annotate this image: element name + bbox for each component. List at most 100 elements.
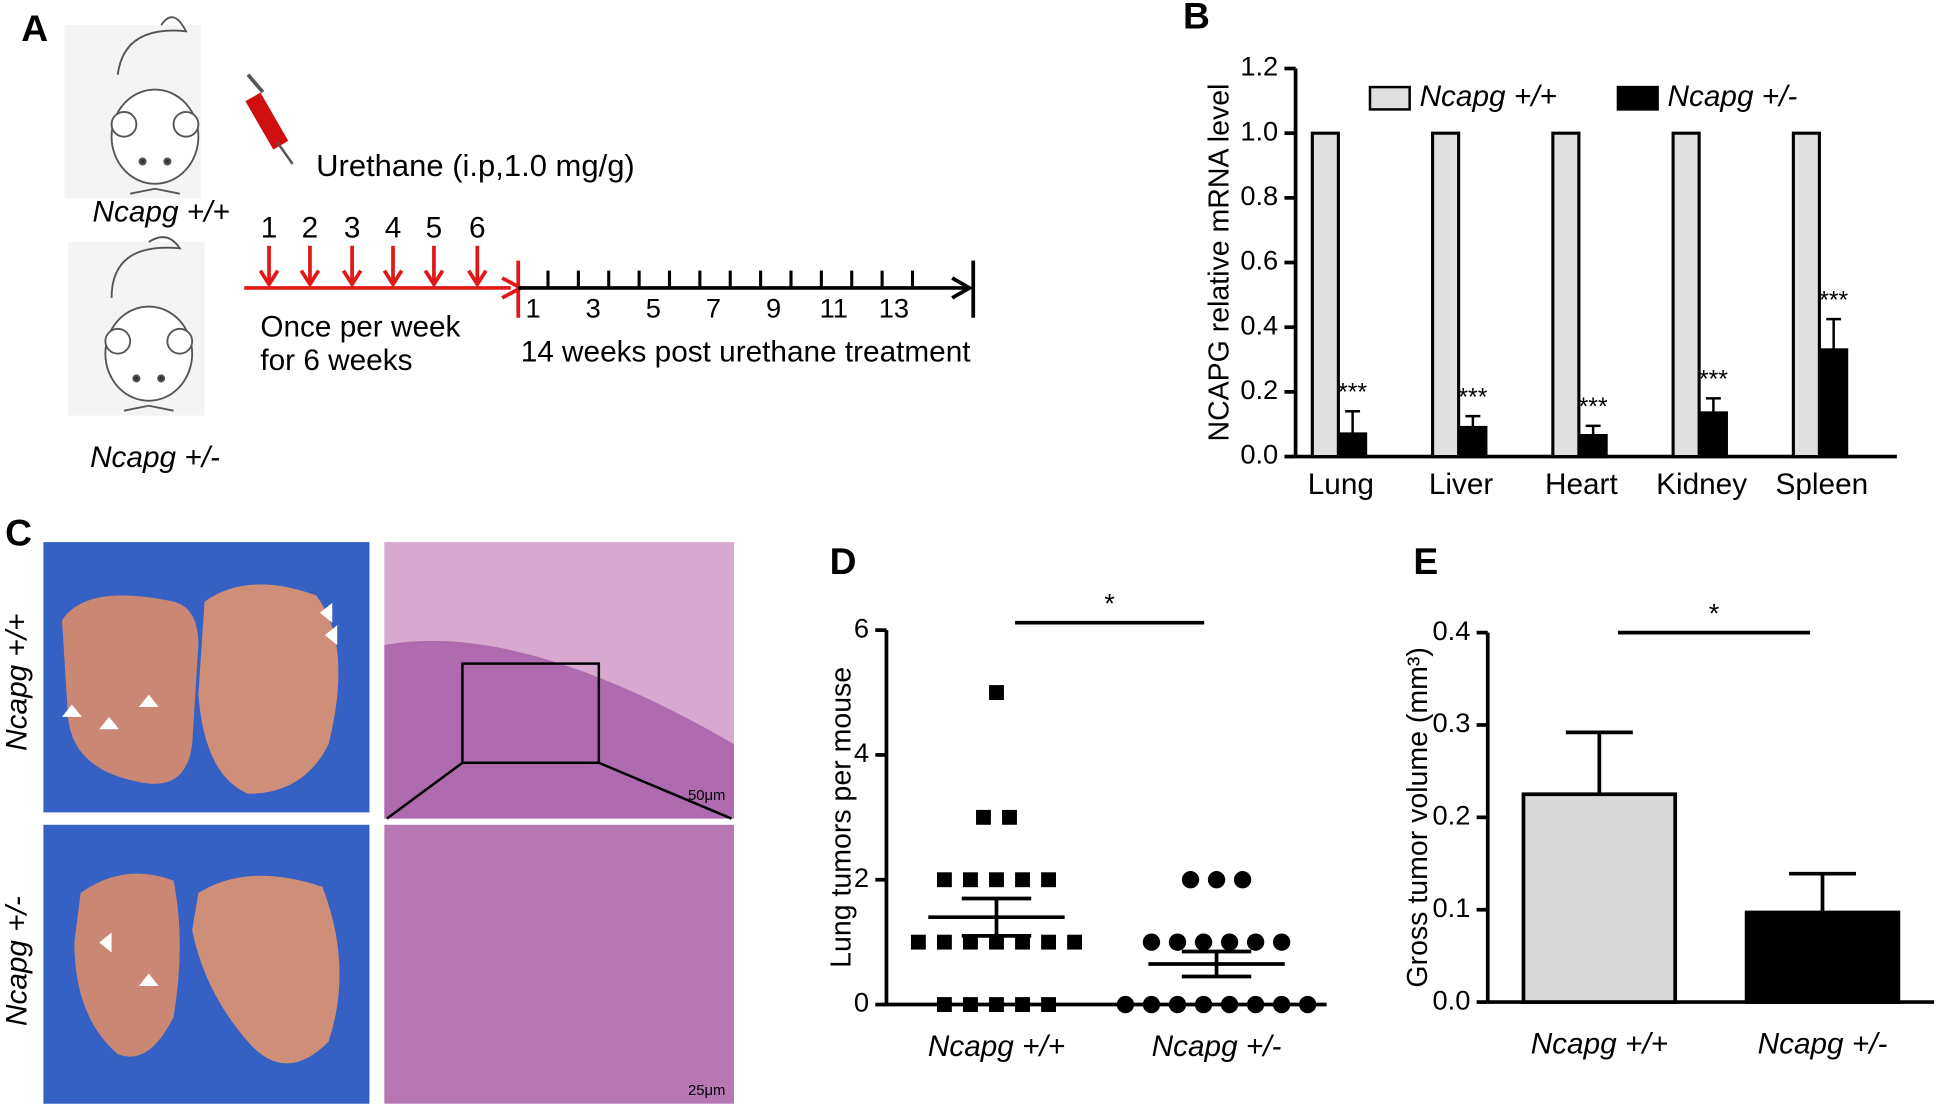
x-tick-label: Ncapg +/+ — [928, 1030, 1065, 1063]
lung-lobe — [192, 875, 340, 1064]
data-point — [936, 934, 952, 950]
bar — [1551, 131, 1581, 459]
data-point — [1272, 933, 1291, 951]
data-point — [1142, 995, 1161, 1014]
bar — [1521, 792, 1678, 1004]
data-point — [936, 997, 952, 1012]
data-point — [989, 997, 1004, 1012]
data-point — [1015, 997, 1030, 1012]
data-point — [1041, 872, 1056, 888]
significance-label: *** — [1338, 379, 1367, 406]
injection-number: 5 — [426, 212, 443, 245]
data-point — [1168, 995, 1187, 1014]
bar — [1338, 432, 1368, 459]
x-tick-label: Spleen — [1776, 468, 1869, 501]
x-tick-label: Kidney — [1656, 468, 1747, 501]
schedule-label: for 6 weeks — [260, 344, 412, 377]
bar — [1744, 910, 1901, 1004]
x-tick-label: Lung — [1308, 468, 1374, 501]
panel-label: D — [830, 540, 857, 582]
panel-label: E — [1413, 540, 1438, 582]
bar — [1310, 131, 1340, 459]
data-point — [1194, 995, 1213, 1014]
injection-number: 3 — [344, 212, 361, 245]
zoom-box — [461, 662, 601, 765]
x-tick-label: Liver — [1429, 468, 1494, 501]
y-axis-label: Gross tumor volume (mm³) — [1402, 647, 1434, 987]
data-point — [1220, 995, 1239, 1014]
injection-number: 1 — [261, 212, 278, 245]
data-point — [1298, 995, 1317, 1014]
injection-number: 6 — [469, 212, 486, 245]
timeline-caption: 14 weeks post urethane treatment — [521, 336, 972, 369]
treatment-label: Urethane (i.p,1.0 mg/g) — [316, 148, 635, 183]
y-tick-label: 0.4 — [1432, 615, 1470, 646]
injection-arrowhead — [299, 269, 321, 288]
histology-image — [384, 824, 734, 1104]
x-tick-label: Heart — [1545, 468, 1618, 501]
x-tick-label: Ncapg +/- — [1758, 1027, 1888, 1060]
y-tick-label: 0.0 — [1240, 439, 1278, 470]
y-tick-label: 0.1 — [1432, 892, 1470, 923]
bar — [1671, 131, 1701, 459]
significance-label: *** — [1699, 367, 1728, 394]
data-point — [1233, 871, 1252, 889]
week-label: 13 — [879, 292, 909, 323]
y-tick-label: 1.0 — [1240, 115, 1278, 146]
syringe-icon — [245, 73, 294, 165]
data-point — [1272, 995, 1291, 1014]
data-point — [1041, 997, 1056, 1012]
group-label: Ncapg +/+ — [93, 195, 230, 228]
injection-arrowhead — [258, 269, 280, 288]
y-tick-label: 0.2 — [1240, 374, 1278, 405]
mouse-icon — [68, 236, 205, 416]
data-point — [1194, 933, 1213, 951]
data-point — [910, 934, 926, 950]
data-point — [1246, 995, 1265, 1014]
y-tick-label: 0 — [854, 987, 869, 1018]
injection-arrowhead — [341, 269, 363, 288]
data-point — [989, 685, 1004, 700]
y-tick-label: 0.4 — [1240, 309, 1278, 340]
row-label: Ncapg +/+ — [0, 614, 33, 751]
data-point — [1246, 933, 1265, 951]
injection-arrowhead — [423, 269, 445, 288]
data-point — [1015, 872, 1030, 888]
data-point — [976, 809, 991, 825]
data-point — [1181, 871, 1200, 889]
y-tick-label: 2 — [854, 862, 869, 893]
data-point — [989, 934, 1004, 950]
significance-label: * — [1104, 588, 1115, 619]
y-tick-label: 0.3 — [1432, 707, 1470, 738]
legend-swatch — [1616, 85, 1659, 111]
lung-lobe — [61, 595, 199, 784]
y-tick-label: 1.2 — [1240, 51, 1278, 82]
data-point — [1220, 933, 1239, 951]
lung-lobe — [198, 584, 339, 794]
bar — [1431, 131, 1461, 459]
week-label: 1 — [526, 292, 541, 323]
significance-label: *** — [1579, 394, 1608, 421]
significance-label: * — [1709, 597, 1720, 628]
injection-arrowhead — [467, 269, 488, 288]
injection-number: 2 — [302, 212, 319, 245]
arrowhead — [951, 276, 974, 300]
bar — [1578, 433, 1608, 459]
zoom-line — [598, 761, 732, 820]
tumor-arrows — [61, 602, 338, 986]
injection-number: 4 — [385, 212, 402, 245]
week-label: 9 — [766, 292, 781, 323]
row-label: Ncapg +/- — [0, 896, 33, 1026]
tumor-region — [384, 640, 734, 819]
y-tick-label: 0.2 — [1432, 800, 1470, 831]
y-tick-label: 6 — [854, 612, 869, 643]
injection-arrowhead — [382, 269, 404, 288]
week-label: 11 — [820, 292, 848, 323]
data-point — [1015, 934, 1030, 950]
data-point — [1041, 934, 1056, 950]
significance-label: *** — [1458, 384, 1487, 411]
bar — [1791, 131, 1821, 459]
data-point — [1067, 934, 1083, 950]
